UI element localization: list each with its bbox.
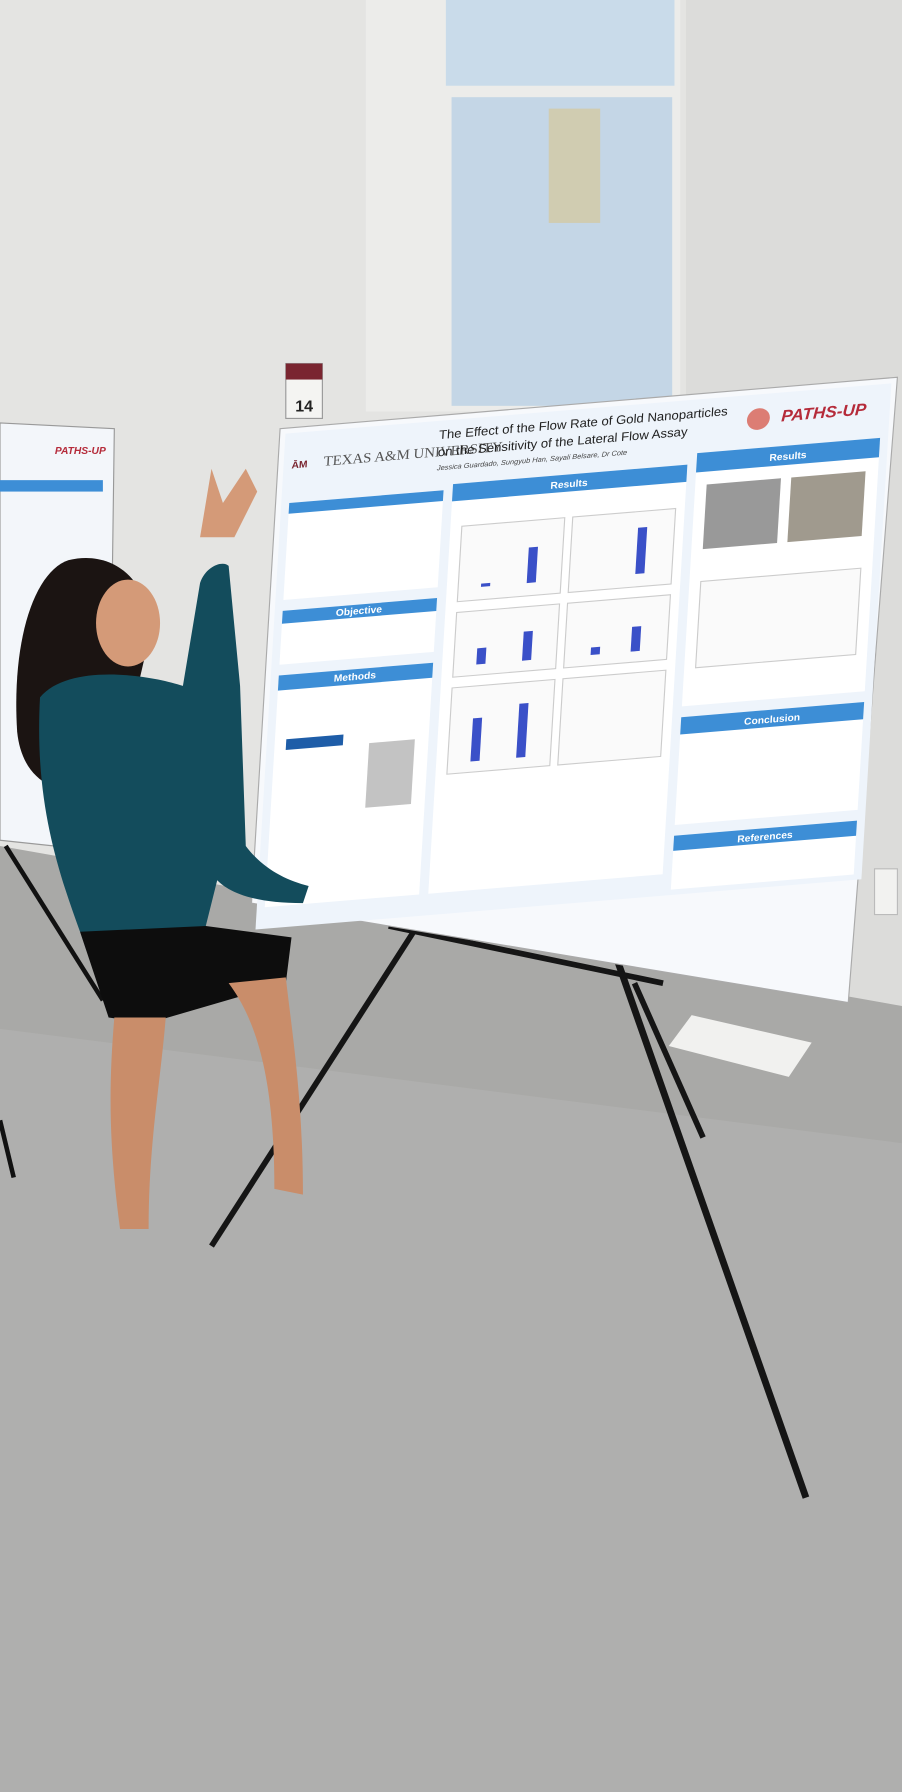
sign-reflection (548, 108, 601, 223)
left-poster-header (0, 480, 103, 492)
board-number: 14 (295, 399, 313, 416)
left-poster-logo: PATHS-UP (55, 446, 106, 457)
pathsup-icon (746, 408, 770, 430)
window-pane (445, 0, 675, 86)
sers-plot (694, 567, 862, 669)
poster: ĀM TEXAS A&M UNIVERSITY The Effect of th… (255, 383, 892, 930)
left-easel-leg (0, 1119, 16, 1179)
tamu-logo: ĀM (291, 458, 308, 471)
left-easel-leg (3, 844, 105, 1002)
person (16, 468, 309, 1229)
easel-leg (614, 959, 810, 1499)
board-number-top (285, 363, 323, 380)
outlet (873, 868, 898, 916)
conclusion-title: Conclusion (744, 712, 801, 727)
paper-on-floor (668, 1015, 812, 1077)
results-title: Results (550, 478, 588, 492)
references-header (673, 820, 857, 851)
results-charts (446, 507, 677, 775)
intro-header (288, 490, 444, 514)
methods-header (277, 662, 434, 691)
methods-title: Methods (333, 670, 376, 684)
conclusion-box (674, 702, 865, 825)
conclusion-header (680, 702, 865, 735)
easel-leg (631, 981, 706, 1139)
results-header (452, 464, 688, 502)
methods-box (264, 662, 434, 908)
references-title: References (737, 830, 794, 845)
results-right-title: Results (769, 450, 807, 464)
easel-ledge (388, 923, 664, 986)
objective-title: Objective (335, 604, 382, 619)
intro-box (283, 490, 444, 601)
easel-leg (209, 924, 420, 1248)
methods-figure (285, 734, 344, 751)
assay-photo (702, 478, 781, 550)
results-right-header (696, 437, 881, 473)
assay-photo (787, 471, 866, 543)
methods-figure (365, 739, 415, 808)
objective-header (281, 598, 438, 624)
